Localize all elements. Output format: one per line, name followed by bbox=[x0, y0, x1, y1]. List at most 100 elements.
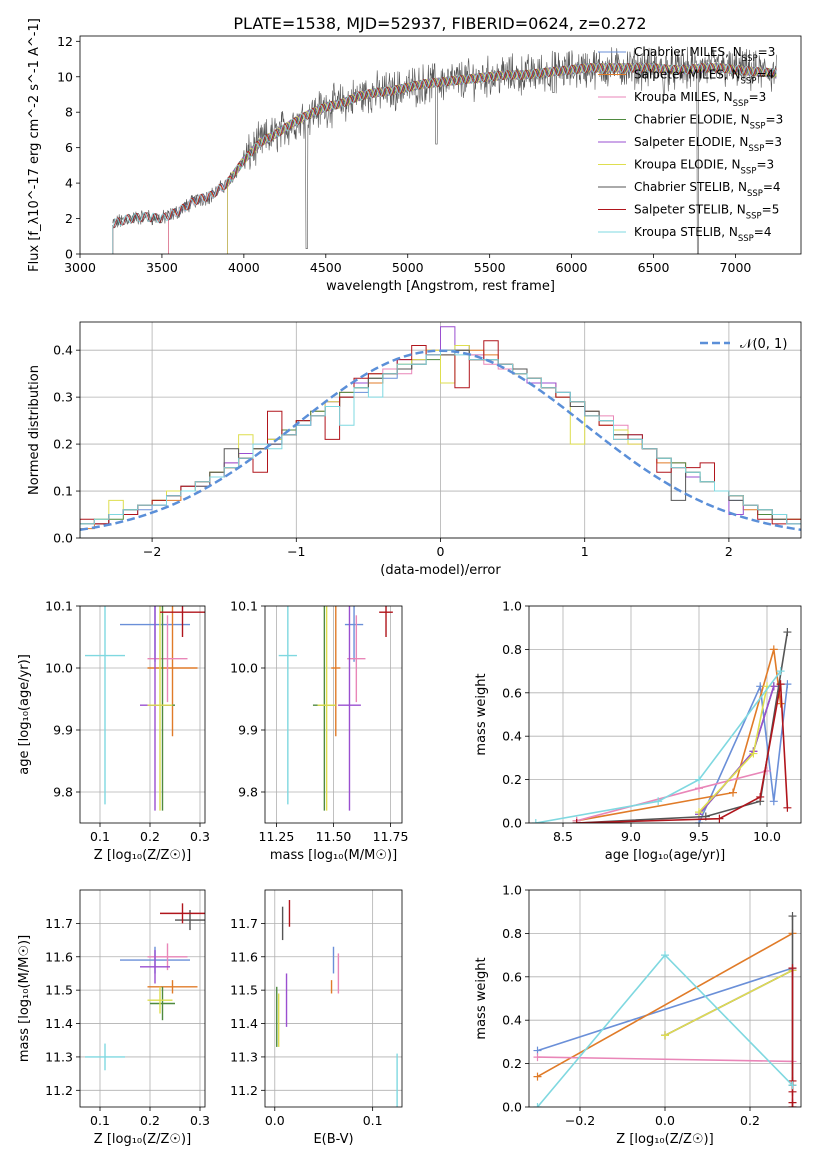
axes-frame bbox=[79, 889, 206, 1108]
y-tick-label: 0.8 bbox=[502, 642, 522, 657]
data-point bbox=[661, 951, 669, 960]
plot-area bbox=[276, 900, 398, 1107]
y-tick-label: 10.1 bbox=[45, 599, 73, 614]
series-line bbox=[576, 770, 768, 822]
x-axis-label: age [log₁₀(age/yr)] bbox=[605, 848, 726, 863]
y-tick-label: 11.7 bbox=[45, 916, 73, 931]
errorbar-salpeter-miles bbox=[331, 606, 341, 737]
series-kroupa-elodie bbox=[695, 682, 771, 817]
data-point bbox=[533, 1053, 542, 1062]
plot-area bbox=[85, 544, 205, 811]
y-axis-label: age [log₁₀(age/yr)] bbox=[17, 654, 32, 775]
data-point bbox=[695, 808, 703, 817]
data-point bbox=[788, 1098, 797, 1107]
data-point bbox=[654, 797, 663, 806]
axes-frame bbox=[264, 889, 403, 1108]
data-point bbox=[788, 1081, 797, 1090]
y-tick-label: 6 bbox=[65, 140, 73, 155]
y-tick-label: 11.4 bbox=[230, 1016, 258, 1031]
y-tick-label: 0.4 bbox=[502, 1013, 522, 1028]
axes-frame bbox=[528, 605, 802, 824]
data-point bbox=[661, 1031, 669, 1040]
chart-mass-vs-EBV: 0.0 0.1 11.2 11.3 11.4 11.5 11.6 11.7 E(B-V) bbox=[230, 889, 403, 1147]
y-tick-label: 0.3 bbox=[53, 390, 73, 405]
y-tick-label: 11.6 bbox=[230, 949, 258, 964]
errorbar-salpeter-miles bbox=[147, 606, 198, 737]
data-point bbox=[729, 788, 737, 797]
plot-area bbox=[278, 606, 393, 811]
x-tick-label: 0.1 bbox=[363, 1113, 383, 1128]
y-tick-label: 1.0 bbox=[502, 883, 522, 898]
errorbar-chabrier-stelib bbox=[175, 544, 205, 606]
series-line bbox=[537, 932, 793, 1078]
x-tick-label: 0.2 bbox=[740, 1113, 760, 1128]
data-point bbox=[783, 680, 792, 689]
y-tick-label: 2 bbox=[65, 211, 73, 226]
series-kroupa-elodie bbox=[661, 966, 797, 1040]
data-point bbox=[776, 680, 785, 689]
x-tick-label: 0.3 bbox=[190, 1113, 210, 1128]
axes-frame bbox=[79, 321, 802, 539]
x-tick-label: −1 bbox=[287, 544, 305, 559]
x-tick-label: 5000 bbox=[392, 260, 424, 275]
grid bbox=[265, 605, 402, 823]
axes-frame bbox=[79, 605, 206, 824]
y-tick-label: 0.8 bbox=[502, 926, 522, 941]
y-axis-label: mass weight bbox=[474, 673, 489, 755]
x-tick-label: 0.1 bbox=[90, 1113, 110, 1128]
x-tick-label: 6500 bbox=[638, 260, 670, 275]
chart-residuals: −2 −1 0 1 2 0.0 0.1 0.2 0.3 0.4 (data-model)/error… bbox=[27, 321, 802, 578]
plot-area bbox=[80, 326, 801, 538]
series-line bbox=[535, 670, 782, 823]
chart-age-vs-mass: 11.25 11.50 11.75 9.8 9.9 10.0 10.1 mass [log₁₀… bbox=[230, 599, 408, 864]
x-axis-label: mass [log₁₀(M/M☉)] bbox=[270, 848, 397, 863]
y-tick-label: 9.8 bbox=[238, 785, 258, 800]
y-tick-label: 8 bbox=[65, 105, 73, 120]
series-salpeter-stelib bbox=[572, 680, 792, 823]
figure-title: PLATE=1538, MJD=52937, FIBERID=0624, z=0… bbox=[233, 14, 646, 33]
chart-spectrum: 3000 3500 4000 4500 5000 5500 6000 6500 7000 0 2 4 6… bbox=[27, 18, 802, 294]
x-tick-label: 4000 bbox=[228, 260, 260, 275]
errorbar-kroupa-stelib bbox=[85, 1043, 125, 1071]
histogram-chabrier-stelib bbox=[80, 349, 801, 538]
errorbar-salpeter-elodie bbox=[338, 606, 361, 811]
legend-entry: 𝒩(0, 1) bbox=[740, 337, 787, 352]
x-tick-label: 8.5 bbox=[553, 829, 573, 844]
data-point bbox=[533, 1103, 542, 1107]
x-tick-label: 0.1 bbox=[90, 829, 110, 844]
errorbar-kroupa-stelib bbox=[85, 606, 125, 805]
y-tick-label: 11.5 bbox=[230, 983, 258, 998]
axes-frame bbox=[79, 35, 802, 255]
plot-area bbox=[531, 628, 792, 823]
x-tick-label: 0.2 bbox=[140, 829, 160, 844]
y-axis-label: mass [log₁₀(M/M☉)] bbox=[17, 935, 32, 1062]
grid bbox=[80, 890, 205, 1107]
grid bbox=[265, 890, 402, 1107]
y-axis-label: Normed distribution bbox=[27, 365, 42, 495]
y-tick-label: 11.7 bbox=[230, 916, 258, 931]
data-point bbox=[783, 628, 792, 637]
y-axis-label: mass weight bbox=[474, 957, 489, 1039]
series-line bbox=[576, 649, 782, 822]
y-tick-label: 11.6 bbox=[45, 949, 73, 964]
series-line bbox=[698, 683, 789, 823]
plot-area bbox=[85, 903, 205, 1071]
x-axis-label: E(B-V) bbox=[313, 1132, 353, 1147]
y-tick-label: 0.2 bbox=[502, 1056, 522, 1071]
x-tick-label: 3000 bbox=[64, 260, 96, 275]
legend: 𝒩(0, 1) bbox=[700, 337, 787, 352]
errorbar-kroupa-elodie bbox=[147, 606, 173, 811]
series-line bbox=[537, 1056, 793, 1063]
y-tick-label: 0.6 bbox=[502, 969, 522, 984]
x-axis-label: (data-model)/error bbox=[380, 563, 501, 578]
data-point bbox=[783, 803, 792, 812]
series-salpeter-stelib bbox=[788, 964, 797, 1107]
axes-frame bbox=[264, 605, 403, 824]
y-tick-label: 0.0 bbox=[53, 531, 73, 546]
errorbar-kroupa-miles bbox=[147, 615, 188, 703]
errorbar-kroupa-elodie bbox=[147, 986, 173, 1014]
errorbar-chabrier-miles bbox=[344, 606, 364, 662]
chart-mass-weight-vs-age: 8.5 9.0 9.5 10.0 0.0 0.2 0.4 0.6 0.8 1.0 age [log₁… bbox=[474, 599, 802, 863]
histogram-kroupa-stelib bbox=[80, 349, 801, 538]
